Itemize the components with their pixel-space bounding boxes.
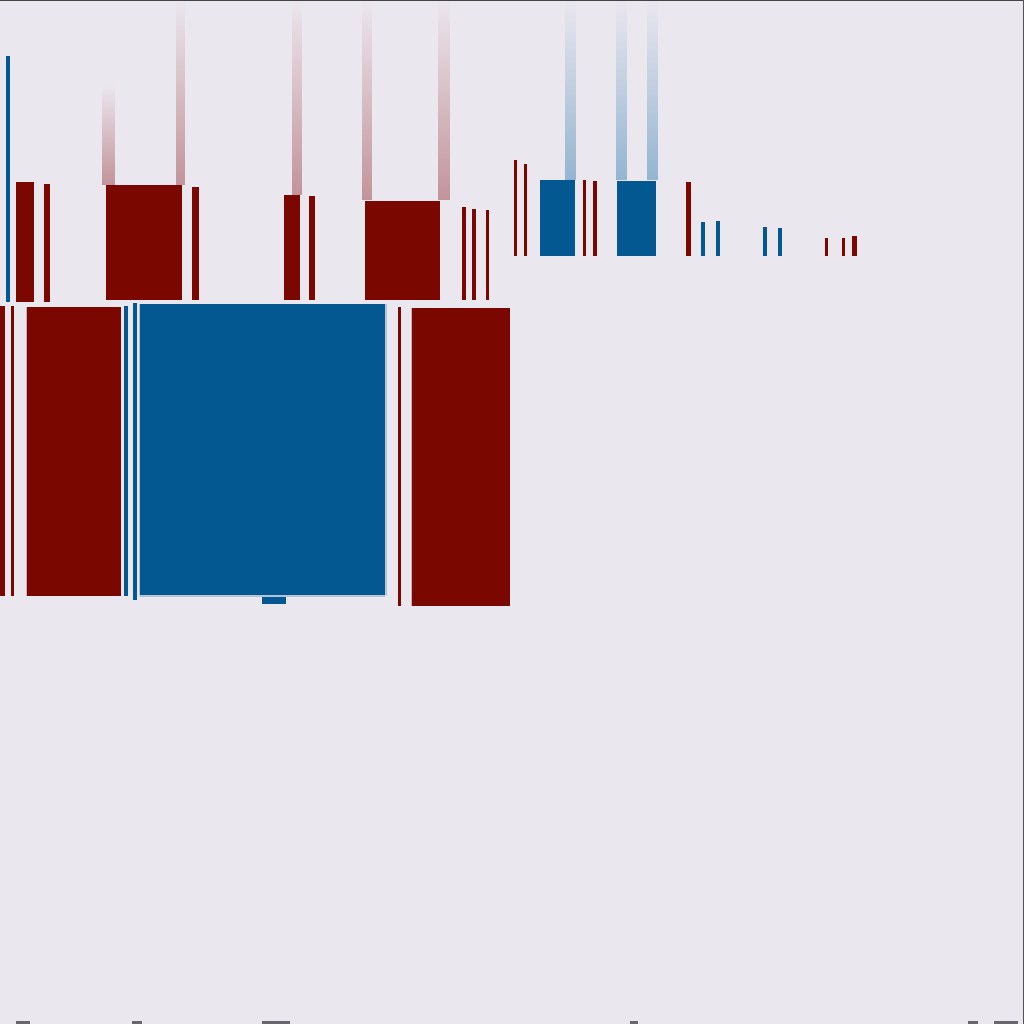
red-block [192,187,199,300]
blue-block [133,303,137,600]
edge-mark [262,1021,290,1024]
blue-streak [616,0,627,180]
red-block [398,307,401,606]
blue-block [139,304,387,597]
red-block [514,160,517,256]
blue-block [262,596,286,604]
red-block [309,196,315,300]
red-block [284,195,300,300]
red-blocks [0,160,857,606]
red-block [365,201,440,300]
edge-mark [630,1021,638,1024]
red-block [26,307,121,596]
blue-block [778,228,782,256]
red-block [16,182,34,302]
edge-mark [16,1021,30,1024]
red-streak [292,0,302,195]
red-block [686,182,691,256]
red-block [0,306,5,596]
red-streak [362,0,372,200]
red-streak [438,0,450,200]
red-block [44,184,50,302]
red-block [472,209,476,300]
blue-block [6,56,10,302]
red-block [842,238,845,256]
edge-mark [968,1021,978,1024]
red-block [411,308,510,606]
red-block [486,210,489,300]
blue-streak [565,0,576,180]
vertical-streaks [102,0,658,200]
blue-block [617,181,656,256]
red-block [852,236,857,256]
blue-block [701,222,705,256]
edge-mark [994,1021,1018,1024]
red-block [593,181,597,256]
red-block [462,207,466,300]
red-block [825,238,828,256]
red-streak [176,0,185,185]
edge-mark [132,1021,142,1024]
block-highlights [25,304,412,606]
red-block [583,180,586,256]
blue-block [763,227,767,256]
top-edge-line [0,0,1024,1]
blue-streak [647,0,658,180]
blue-blocks [6,56,782,604]
bottom-edge-marks [0,1020,1024,1024]
red-block [11,306,14,596]
blue-block [716,221,720,256]
blue-block [540,180,575,256]
red-streak [102,85,115,185]
red-block [106,185,182,300]
red-block [524,164,527,256]
blue-block [124,306,128,596]
